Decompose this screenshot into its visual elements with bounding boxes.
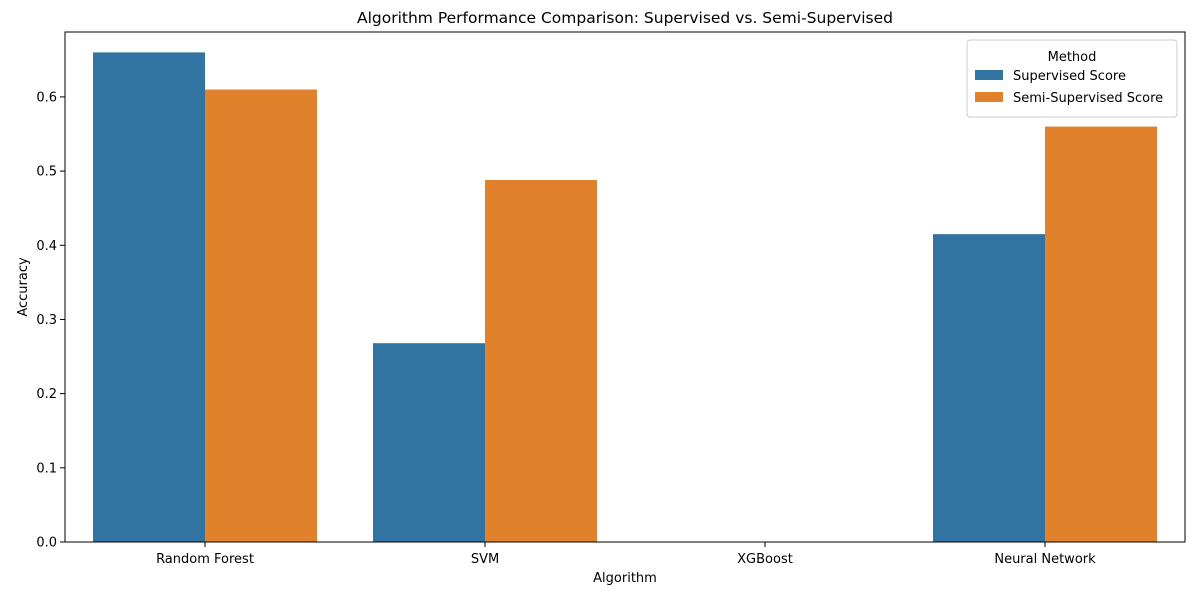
x-axis-label: Algorithm [593, 571, 657, 586]
axes-layer [64, 31, 1186, 543]
x-tick-label: Neural Network [994, 552, 1096, 567]
bar-supervised-score-neural-network [933, 234, 1045, 543]
legend-frame [966, 39, 1178, 118]
legend-title: Method [1048, 50, 1097, 65]
bar-semi-supervised-score-neural-network [1045, 126, 1157, 542]
legend-label-semi-supervised: Semi-Supervised Score [1013, 91, 1163, 106]
bar-supervised-score-svm [373, 343, 485, 542]
plot-frame [64, 31, 1186, 543]
y-tick-label: 0.3 [36, 313, 57, 328]
y-tick-label: 0.4 [36, 239, 57, 254]
bars-layer [93, 52, 1157, 543]
bar-semi-supervised-score-random-forest [205, 89, 317, 542]
y-tick-label: 0.6 [36, 90, 57, 105]
y-tick-label: 0.5 [36, 165, 57, 180]
bar-semi-supervised-score-svm [485, 179, 597, 542]
legend-swatch-supervised [975, 70, 1003, 80]
y-axis-label: Accuracy [16, 257, 31, 317]
x-tick-label: Random Forest [156, 552, 254, 567]
x-ticks: Random Forest SVM XGBoost Neural Network [156, 542, 1096, 567]
y-tick-label: 0.1 [36, 461, 57, 476]
y-tick-label: 0.0 [36, 536, 57, 551]
chart-title: Algorithm Performance Comparison: Superv… [357, 9, 893, 27]
legend-label-supervised: Supervised Score [1013, 69, 1126, 84]
x-tick-label: XGBoost [737, 552, 793, 567]
legend-swatch-semi-supervised [975, 92, 1003, 102]
y-ticks: 0.0 0.1 0.2 0.3 0.4 0.5 0.6 [36, 90, 65, 551]
bar-supervised-score-random-forest [93, 52, 205, 543]
legend: Method Supervised Score Semi-Supervised … [966, 39, 1178, 118]
x-tick-label: SVM [471, 552, 499, 567]
y-tick-label: 0.2 [36, 387, 57, 402]
